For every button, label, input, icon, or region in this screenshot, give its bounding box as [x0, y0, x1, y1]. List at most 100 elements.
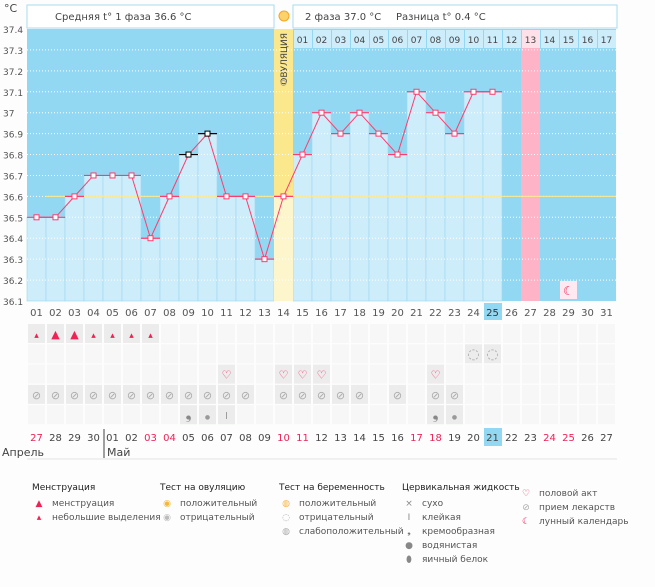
medication-cell[interactable]	[484, 384, 501, 404]
temperature-point[interactable]	[90, 172, 97, 179]
temperature-point[interactable]	[432, 109, 439, 116]
pregnancy_test-cell[interactable]	[351, 344, 368, 364]
temperature-point[interactable]	[52, 214, 59, 221]
menstruation-cell[interactable]	[123, 324, 140, 343]
menstruation-cell[interactable]	[256, 324, 273, 343]
menstruation-cell[interactable]	[218, 324, 235, 343]
cervical-cell[interactable]	[237, 405, 254, 425]
cervical-cell[interactable]	[541, 405, 558, 425]
pregnancy_test-cell[interactable]	[28, 344, 45, 364]
medication-cell[interactable]	[522, 384, 539, 404]
medication-cell[interactable]	[541, 384, 558, 404]
cervical-cell[interactable]	[199, 405, 216, 425]
medication-cell[interactable]	[503, 384, 520, 404]
pregnancy_test-cell[interactable]	[427, 344, 444, 364]
intercourse-cell[interactable]	[313, 364, 330, 384]
pregnancy_test-cell[interactable]	[465, 344, 482, 364]
temperature-point[interactable]	[451, 130, 458, 137]
medication-cell[interactable]	[180, 384, 197, 404]
menstruation-cell[interactable]	[465, 324, 482, 343]
cervical-cell[interactable]	[427, 405, 444, 425]
temperature-point[interactable]	[489, 88, 496, 95]
medication-cell[interactable]	[85, 384, 102, 404]
pregnancy_test-cell[interactable]	[104, 344, 121, 364]
temperature-point[interactable]	[166, 193, 173, 200]
intercourse-cell[interactable]	[598, 364, 615, 384]
cervical-cell[interactable]	[579, 405, 596, 425]
menstruation-cell[interactable]	[313, 324, 330, 343]
temperature-point[interactable]	[109, 172, 116, 179]
medication-cell[interactable]	[351, 384, 368, 404]
temperature-point[interactable]	[204, 130, 211, 137]
intercourse-cell[interactable]	[199, 364, 216, 384]
intercourse-cell[interactable]	[237, 364, 254, 384]
menstruation-cell[interactable]	[294, 324, 311, 343]
menstruation-cell[interactable]	[199, 324, 216, 343]
intercourse-cell[interactable]	[541, 364, 558, 384]
menstruation-cell[interactable]	[180, 324, 197, 343]
cervical-cell[interactable]	[465, 405, 482, 425]
temperature-point[interactable]	[261, 256, 268, 263]
menstruation-cell[interactable]	[503, 324, 520, 343]
medication-cell[interactable]	[389, 384, 406, 404]
pregnancy_test-cell[interactable]	[199, 344, 216, 364]
intercourse-cell[interactable]	[85, 364, 102, 384]
pregnancy_test-cell[interactable]	[47, 344, 64, 364]
temperature-point[interactable]	[337, 130, 344, 137]
pregnancy_test-cell[interactable]	[275, 344, 292, 364]
cervical-cell[interactable]	[142, 405, 159, 425]
pregnancy_test-cell[interactable]	[85, 344, 102, 364]
medication-cell[interactable]	[256, 384, 273, 404]
pregnancy_test-cell[interactable]	[256, 344, 273, 364]
intercourse-cell[interactable]	[123, 364, 140, 384]
temperature-point[interactable]	[394, 151, 401, 158]
temperature-point[interactable]	[299, 151, 306, 158]
cervical-cell[interactable]	[66, 405, 83, 425]
medication-cell[interactable]	[598, 384, 615, 404]
intercourse-cell[interactable]	[351, 364, 368, 384]
pregnancy_test-cell[interactable]	[313, 344, 330, 364]
medication-cell[interactable]	[275, 384, 292, 404]
pregnancy_test-cell[interactable]	[446, 344, 463, 364]
cervical-cell[interactable]	[370, 405, 387, 425]
medication-cell[interactable]	[47, 384, 64, 404]
pregnancy_test-cell[interactable]	[389, 344, 406, 364]
medication-cell[interactable]	[218, 384, 235, 404]
intercourse-cell[interactable]	[332, 364, 349, 384]
menstruation-cell[interactable]	[332, 324, 349, 343]
menstruation-cell[interactable]	[579, 324, 596, 343]
pregnancy_test-cell[interactable]	[560, 344, 577, 364]
intercourse-cell[interactable]	[47, 364, 64, 384]
cervical-cell[interactable]	[446, 405, 463, 425]
menstruation-cell[interactable]	[85, 324, 102, 343]
medication-cell[interactable]	[142, 384, 159, 404]
cervical-cell[interactable]	[313, 405, 330, 425]
menstruation-cell[interactable]	[389, 324, 406, 343]
temperature-point[interactable]	[33, 214, 40, 221]
intercourse-cell[interactable]	[66, 364, 83, 384]
medication-cell[interactable]	[427, 384, 444, 404]
menstruation-cell[interactable]	[28, 324, 45, 343]
pregnancy_test-cell[interactable]	[579, 344, 596, 364]
intercourse-cell[interactable]	[104, 364, 121, 384]
cervical-cell[interactable]	[123, 405, 140, 425]
intercourse-cell[interactable]	[484, 364, 501, 384]
pregnancy_test-cell[interactable]	[161, 344, 178, 364]
medication-cell[interactable]	[560, 384, 577, 404]
pregnancy_test-cell[interactable]	[370, 344, 387, 364]
cervical-cell[interactable]	[275, 405, 292, 425]
temperature-point[interactable]	[470, 88, 477, 95]
pregnancy_test-cell[interactable]	[541, 344, 558, 364]
medication-cell[interactable]	[332, 384, 349, 404]
cervical-cell[interactable]	[256, 405, 273, 425]
menstruation-cell[interactable]	[237, 324, 254, 343]
cervical-cell[interactable]	[351, 405, 368, 425]
medication-cell[interactable]	[465, 384, 482, 404]
temperature-point[interactable]	[185, 151, 192, 158]
intercourse-cell[interactable]	[560, 364, 577, 384]
intercourse-cell[interactable]	[446, 364, 463, 384]
intercourse-cell[interactable]	[28, 364, 45, 384]
menstruation-cell[interactable]	[66, 324, 83, 343]
medication-cell[interactable]	[579, 384, 596, 404]
temperature-point[interactable]	[242, 193, 249, 200]
